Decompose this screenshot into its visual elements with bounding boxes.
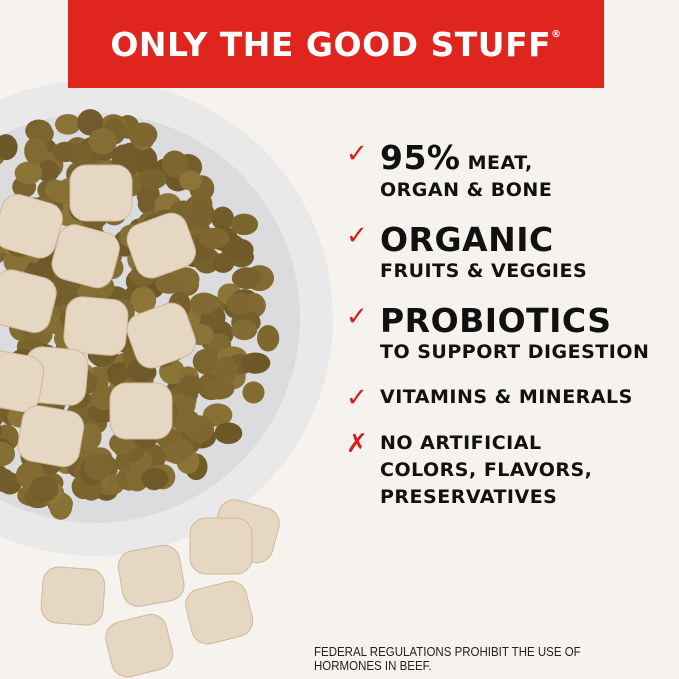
kibble-piece <box>130 286 157 314</box>
feature-list: ✓ 95% MEAT, ORGAN & BONE ✓ ORGANIC FRUIT… <box>346 140 676 529</box>
kibble-piece <box>231 267 262 290</box>
kibble-piece <box>50 181 76 204</box>
kibble-piece <box>179 375 203 396</box>
kibble-piece <box>179 170 203 191</box>
kibble-piece <box>0 441 16 467</box>
feature-headline: 95% <box>380 138 461 177</box>
kibble-piece <box>192 348 222 375</box>
kibble-piece <box>214 422 243 445</box>
freeze-dried-chunk <box>40 566 106 626</box>
freeze-dried-chunk <box>126 212 196 279</box>
kibble-piece <box>24 137 48 165</box>
check-icon: ✓ <box>346 139 368 169</box>
kibble-piece <box>226 292 254 315</box>
feature-subline: FRUITS & VEGGIES <box>380 260 588 282</box>
x-icon: ✗ <box>346 429 368 459</box>
kibble-piece <box>230 213 259 236</box>
kibble-piece <box>199 227 230 249</box>
freeze-dried-chunk <box>117 544 185 607</box>
kibble-piece <box>29 476 59 503</box>
feature-item: ✗ NO ARTIFICIAL COLORS, FLAVORS, PRESERV… <box>346 429 593 508</box>
kibble-piece <box>225 238 254 261</box>
kibble-piece <box>88 128 118 155</box>
feature-item: ✓ 95% MEAT, ORGAN & BONE <box>346 140 676 204</box>
freeze-dried-chunk <box>69 164 133 222</box>
feature-subline: TO SUPPORT DIGESTION <box>380 341 650 363</box>
feature-item: ✓ PROBIOTICS TO SUPPORT DIGESTION <box>346 303 676 366</box>
freeze-dried-chunk <box>0 269 57 333</box>
kibble-piece <box>240 352 271 374</box>
kibble-piece <box>189 292 219 315</box>
kibble-piece <box>141 467 169 490</box>
kibble-piece <box>0 468 15 492</box>
disclaimer: FEDERAL REGULATIONS PROHIBIT THE USE OF … <box>314 645 581 673</box>
kibble-piece <box>36 160 60 183</box>
freeze-dried-chunk <box>63 296 129 356</box>
header-banner: ONLY THE GOOD STUFF® <box>68 0 604 88</box>
freeze-dried-chunk <box>126 302 196 369</box>
feature-subline: ORGAN & BONE <box>380 179 553 201</box>
freeze-dried-chunk <box>17 405 85 468</box>
kibble-piece <box>14 161 43 185</box>
feature-item: ✓ ORGANIC FRUITS & VEGGIES <box>346 222 676 285</box>
kibble-piece <box>211 252 235 273</box>
kibble-piece <box>137 169 167 190</box>
kibble-piece <box>0 134 18 161</box>
kibble-piece <box>211 206 234 231</box>
kibble-piece <box>154 272 184 294</box>
kibble-piece <box>214 356 239 384</box>
kibble-piece <box>0 424 2 437</box>
kibble-piece <box>171 409 201 433</box>
banner-title: ONLY THE GOOD STUFF® <box>110 24 562 64</box>
kibble-piece <box>83 454 111 481</box>
check-icon: ✓ <box>346 383 368 413</box>
kibble-piece <box>242 381 265 404</box>
freeze-dried-chunk <box>51 224 120 289</box>
kibble-piece <box>54 113 81 135</box>
kibble-piece <box>125 464 150 492</box>
freeze-dried-chunk <box>0 350 45 413</box>
check-icon: ✓ <box>346 302 368 332</box>
kibble-piece <box>77 109 104 136</box>
freeze-dried-chunks <box>0 164 280 678</box>
feature-item: ✓ VITAMINS & MINERALS <box>346 384 676 412</box>
feature-headline: PROBIOTICS <box>380 301 612 340</box>
kibble-piece <box>0 408 4 426</box>
freeze-dried-chunk <box>105 613 174 678</box>
kibble-piece <box>161 150 188 178</box>
kibble-piece <box>256 324 280 352</box>
kibble-piece <box>52 141 80 163</box>
feature-headline: ORGANIC <box>380 220 554 259</box>
feature-subline: VITAMINS & MINERALS <box>380 386 633 408</box>
freeze-dried-chunk <box>185 580 254 645</box>
kibble-piece <box>170 438 194 460</box>
freeze-dried-chunk <box>109 382 173 440</box>
freeze-dried-chunk <box>0 194 63 259</box>
kibble-piece <box>128 122 158 147</box>
kibble-piece <box>231 319 258 341</box>
freeze-dried-chunk <box>189 517 253 575</box>
check-icon: ✓ <box>346 221 368 251</box>
